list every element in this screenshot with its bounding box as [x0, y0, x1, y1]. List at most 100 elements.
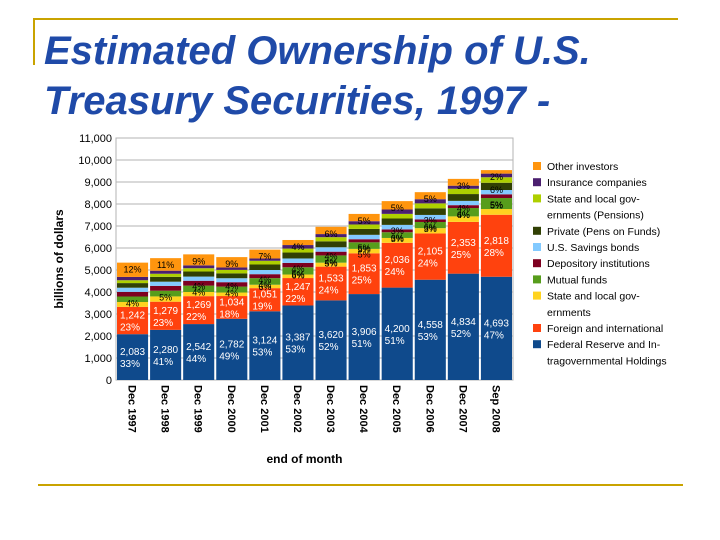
- bar-segment: [381, 229, 413, 233]
- bar-segment: [480, 190, 512, 195]
- x-tick-label: Dec 2004: [357, 385, 369, 434]
- y-tick-label: 0: [106, 375, 112, 387]
- bar-segment: [480, 177, 512, 183]
- data-label: 5%: [424, 194, 437, 204]
- data-label: 2,105: [418, 247, 443, 258]
- bar-segment: [216, 269, 248, 274]
- legend-swatch: [533, 324, 541, 332]
- legend-swatch: [533, 162, 541, 170]
- bar-segment: [414, 228, 446, 234]
- x-tick-label: Dec 1997: [126, 385, 138, 433]
- bar-segment: [216, 318, 248, 380]
- data-label: 5%: [358, 250, 371, 260]
- bar-segment: [381, 218, 413, 225]
- bar-segment: [183, 265, 215, 269]
- bar-segment: [150, 296, 182, 302]
- data-label: 4,200: [385, 324, 410, 335]
- plot-frame: [115, 137, 514, 381]
- legend-label: State and local gov-: [547, 291, 640, 303]
- data-label: 4,834: [451, 317, 476, 328]
- data-label: 1,533: [319, 273, 344, 284]
- bar-segment: [315, 234, 347, 238]
- title-line-1: Estimated Ownership of U.S.: [44, 29, 591, 73]
- x-tick-label: Dec 2002: [291, 385, 303, 433]
- data-label: 4%: [126, 299, 139, 309]
- bar-segment: [381, 242, 413, 288]
- bar-segment: [414, 208, 446, 215]
- legend-label: ernments (Pensions): [547, 210, 644, 222]
- bar-segment: [315, 262, 347, 267]
- data-label: 24%: [418, 259, 438, 270]
- data-label: 1,034: [219, 297, 244, 308]
- legend-label: ernments: [547, 307, 591, 319]
- bar-segment: [348, 221, 380, 225]
- bar-segment: [381, 209, 413, 214]
- bar-segment: [348, 213, 380, 222]
- bar-segment: [480, 194, 512, 199]
- top-left-rule: [33, 18, 35, 65]
- data-label: 2,036: [385, 255, 410, 266]
- bar-segment: [480, 209, 512, 215]
- data-label: 2,353: [451, 238, 476, 249]
- data-label: 1,247: [285, 282, 310, 293]
- legend-swatch: [533, 340, 541, 349]
- bar-segment: [315, 241, 347, 248]
- data-label: 4%: [291, 242, 304, 252]
- bar-segment: [150, 290, 182, 297]
- bar-segment: [447, 178, 479, 186]
- bar-segment: [216, 286, 248, 293]
- data-label: 4%: [225, 289, 238, 299]
- bar-segment: [480, 170, 512, 174]
- bar-segment: [117, 306, 149, 335]
- data-label: 49%: [219, 351, 239, 362]
- data-label: 5%: [490, 200, 503, 210]
- bar-segment: [249, 278, 281, 285]
- legend-label: Private (Pens on Funds): [547, 226, 660, 238]
- bar-segment: [447, 221, 479, 274]
- data-label: 4,558: [418, 320, 443, 331]
- data-label: 4%: [457, 210, 470, 220]
- y-tick-label: 3,000: [84, 309, 112, 321]
- bar-segment: [348, 234, 380, 240]
- legend-label: Depository institutions: [547, 258, 650, 270]
- data-label: 41%: [153, 357, 173, 368]
- data-label: 4%: [258, 275, 271, 285]
- data-label: 53%: [285, 345, 305, 356]
- data-label: 47%: [484, 330, 504, 341]
- data-label: 3,387: [285, 333, 310, 344]
- data-label: 11%: [157, 260, 174, 270]
- data-label: 9%: [225, 259, 238, 269]
- data-label: 5%: [358, 243, 371, 253]
- bar-segment: [282, 274, 314, 279]
- data-label: 2,818: [484, 236, 509, 247]
- bar-segment: [414, 279, 446, 380]
- bar-segment: [381, 287, 413, 380]
- data-label: 2%: [490, 172, 503, 182]
- bar-segment: [348, 224, 380, 229]
- bar-segment: [348, 294, 380, 380]
- data-label: 9%: [192, 256, 205, 266]
- data-label: 28%: [484, 248, 504, 259]
- data-label: 19%: [252, 302, 272, 313]
- bar-segment: [117, 334, 149, 380]
- data-label: 5%: [358, 216, 371, 226]
- data-label: 24%: [385, 267, 405, 278]
- bar-segment: [117, 287, 149, 292]
- bar-segment: [414, 192, 446, 200]
- bar-segment: [348, 228, 380, 235]
- bar-segment: [117, 291, 149, 297]
- data-label: 4%: [325, 257, 338, 267]
- bar-segment: [315, 237, 347, 242]
- bottom-rule: [38, 484, 683, 486]
- data-label: 4,693: [484, 318, 509, 329]
- legend-swatch: [533, 243, 541, 251]
- bar-segment: [117, 280, 149, 284]
- data-label: 2,083: [120, 347, 145, 358]
- bar-segment: [282, 278, 314, 306]
- data-label: 3%: [391, 226, 404, 236]
- bar-segment: [381, 213, 413, 219]
- data-label: 44%: [186, 354, 206, 365]
- bar-segment: [249, 270, 281, 275]
- bar-segment: [249, 264, 281, 270]
- data-label: 3%: [424, 224, 437, 234]
